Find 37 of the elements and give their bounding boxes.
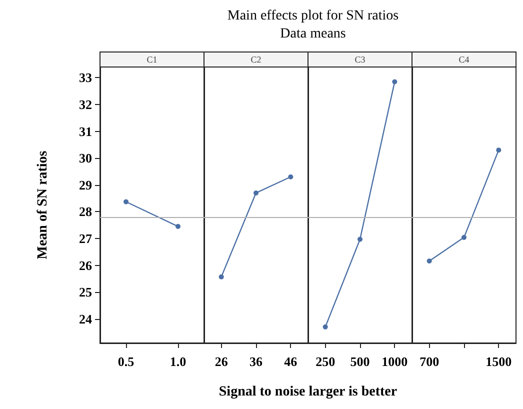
y-tick-label: 27	[79, 230, 92, 246]
point	[288, 174, 294, 180]
y-tick-label: 24	[79, 311, 92, 326]
y-tick-label: 33	[79, 70, 92, 86]
x-tick-label: 1500	[486, 354, 512, 369]
y-tick-label: 32	[79, 97, 92, 112]
y-tick-label: 31	[79, 124, 92, 139]
text: C2	[250, 54, 262, 64]
y-tick-label: 25	[79, 284, 92, 300]
x-tick-label: 46	[284, 354, 298, 369]
x-axis-title: Signal to noise larger is better	[218, 384, 398, 400]
y-tick-label: 29	[79, 177, 92, 192]
chart-subtitle: Data means	[280, 26, 346, 42]
x-tick-label: 250	[316, 354, 336, 369]
point	[254, 190, 258, 196]
y-tick-label: 28	[79, 204, 92, 220]
x-tick-label: 1000	[382, 354, 408, 369]
point	[462, 234, 466, 240]
point	[392, 79, 398, 84]
x-tick-label: 700	[420, 354, 440, 369]
x-tick-label: 26	[214, 354, 228, 369]
point	[322, 324, 328, 330]
x-tick-label: 1.0	[170, 354, 186, 369]
point	[426, 258, 432, 264]
point	[358, 236, 362, 242]
point	[496, 148, 502, 153]
point	[218, 274, 224, 280]
x-tick-label: 500	[350, 354, 370, 369]
y-axis-title: Mean of SN ratios	[36, 150, 50, 260]
text: C1	[146, 54, 158, 64]
text: C4	[458, 54, 470, 64]
text: C3	[354, 54, 366, 64]
chart-title: Main effects plot for SN ratios	[227, 8, 399, 24]
y-tick-label: 30	[79, 150, 92, 166]
x-tick-label: 36	[250, 354, 263, 369]
x-tick-label: 0.5	[118, 354, 135, 369]
y-tick-label: 26	[79, 258, 92, 273]
